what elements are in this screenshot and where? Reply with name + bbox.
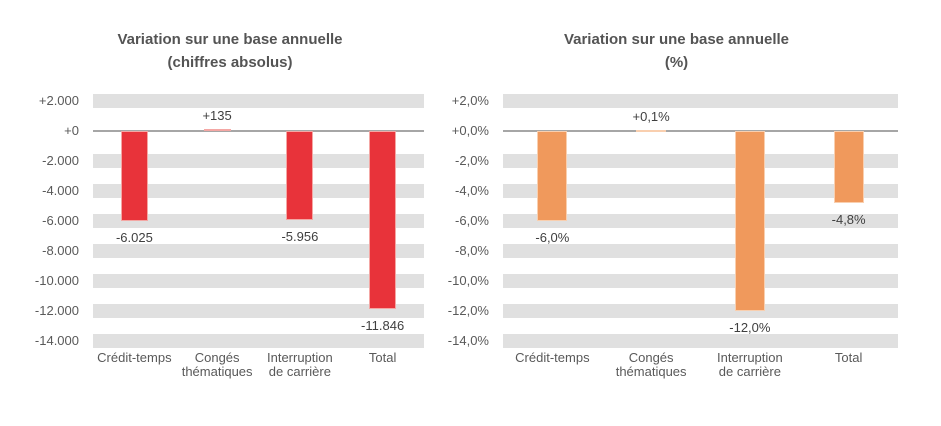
chart-title-line2: (%) [664, 54, 689, 71]
gridline-band [503, 154, 898, 168]
chart-title-line1: Variation sur une base annuelle [563, 31, 790, 48]
data-label: -6.025 [115, 230, 153, 246]
data-label: -12,0% [729, 320, 771, 335]
bar [203, 128, 231, 131]
gridline-band [93, 304, 424, 318]
chart-title-line2: (chiffres absolus) [167, 54, 293, 71]
y-axis-tick-label: -12,0% [447, 303, 489, 318]
chart-absolute-numbers: Variation sur une base annuelle (chiffre… [5, 20, 455, 410]
gridline-band [93, 214, 424, 228]
bar [286, 131, 314, 221]
data-label: +135 [202, 107, 232, 123]
zero-axis-line [93, 130, 424, 132]
bar [120, 131, 148, 222]
plot-area: -6.025 Crédit-temps +135 Congés thématiques… [93, 86, 424, 379]
bar [734, 131, 765, 311]
gridline-band [93, 94, 424, 108]
y-axis-tick-label: -12.000 [34, 303, 79, 318]
category-label: Total [834, 350, 863, 365]
gridline-band [93, 274, 424, 288]
y-axis-tick-label: -6,0% [455, 213, 489, 228]
bar [537, 131, 568, 221]
gridline-band [503, 184, 898, 198]
category-label: Interruption de carrière [266, 350, 333, 379]
category-label: Congés thématiques [615, 350, 687, 379]
bar [369, 131, 397, 309]
y-axis-tick-label: +2.000 [38, 93, 79, 108]
gridline-band [93, 154, 424, 168]
category-label: Total [368, 350, 397, 365]
gridline-band [93, 184, 424, 198]
y-axis-tick-label: +0 [64, 123, 79, 138]
category-label: Crédit-temps [97, 350, 172, 365]
chart-title-line1: Variation sur une base annuelle [117, 31, 343, 48]
chart-title: Variation sur une base annuelle (%) [448, 28, 905, 74]
gridline-band [503, 214, 898, 228]
y-axis-tick-label: -10,0% [447, 273, 489, 288]
data-label: -6,0% [535, 230, 570, 245]
gridline-band [503, 334, 898, 348]
gridline-band [503, 244, 898, 258]
y-axis-tick-label: -4.000 [42, 183, 79, 198]
data-label: -11.846 [361, 317, 405, 333]
bar [636, 129, 667, 132]
gridline-band [503, 94, 898, 108]
y-axis-tick-label: -6.000 [42, 213, 79, 228]
chart-percentages: Variation sur une base annuelle (%) -6,0… [448, 20, 905, 410]
data-label: -5.956 [281, 229, 319, 245]
y-axis-tick-label: -2.000 [42, 153, 79, 168]
data-label: -4,8% [831, 212, 866, 227]
category-label: Crédit-temps [515, 350, 590, 365]
y-axis-tick-label: -8.000 [42, 243, 79, 258]
y-axis-tick-label: +2,0% [451, 93, 489, 108]
category-label: Interruption de carrière [716, 350, 783, 379]
y-axis-tick-label: -14,0% [447, 333, 489, 348]
bar [833, 131, 864, 203]
y-axis-tick-label: -8,0% [455, 243, 489, 258]
gridline-band [503, 304, 898, 318]
data-label: +0,1% [632, 108, 670, 124]
chart-title: Variation sur une base annuelle (chiffre… [5, 28, 455, 74]
y-axis-tick-label: -2,0% [455, 153, 489, 168]
y-axis-tick-label: -14.000 [34, 333, 79, 348]
plot-area: -6,0% Crédit-temps +0,1% Congés thématiques… [503, 86, 898, 379]
y-axis-tick-label: -4,0% [455, 183, 489, 198]
y-axis-tick-label: +0,0% [451, 123, 489, 138]
gridline-band [93, 334, 424, 348]
category-label: Congés thématiques [181, 350, 253, 379]
zero-axis-line [503, 130, 898, 132]
y-axis-tick-label: -10.000 [34, 273, 79, 288]
gridline-band [93, 244, 424, 258]
gridline-band [503, 274, 898, 288]
